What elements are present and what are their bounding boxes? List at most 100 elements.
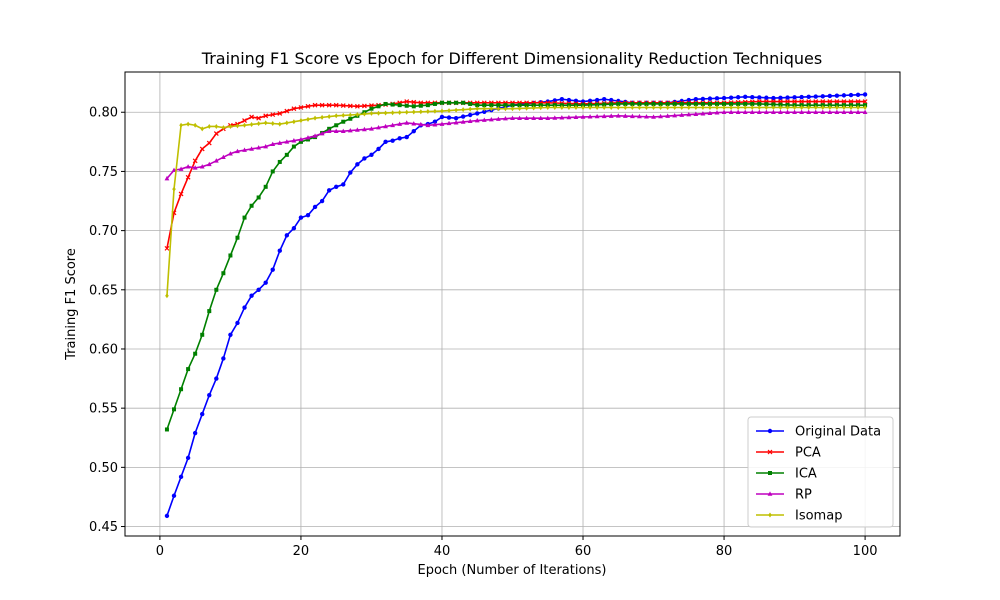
data-point-original-data bbox=[475, 111, 480, 116]
data-point-isomap bbox=[433, 108, 437, 114]
data-point-ica bbox=[778, 102, 783, 107]
data-point-ica bbox=[609, 102, 614, 107]
legend-label: RP bbox=[795, 488, 812, 503]
data-point-ica bbox=[665, 101, 670, 106]
data-point-pca bbox=[333, 102, 339, 108]
data-point-rp bbox=[347, 127, 353, 133]
x-tick-label: 100 bbox=[853, 544, 878, 559]
data-point-pca bbox=[298, 105, 304, 110]
data-point-original-data bbox=[298, 215, 304, 220]
y-tick-label: 0.80 bbox=[89, 106, 118, 121]
data-point-pca bbox=[827, 99, 833, 105]
data-point-ica bbox=[207, 309, 212, 314]
data-point-rp bbox=[531, 115, 537, 120]
data-point-original-data bbox=[834, 93, 840, 98]
y-tick-label: 0.55 bbox=[89, 402, 118, 417]
data-point-original-data bbox=[757, 95, 762, 100]
data-point-rp bbox=[707, 110, 713, 115]
data-point-original-data bbox=[235, 320, 240, 326]
data-point-rp bbox=[792, 109, 797, 115]
data-point-ica bbox=[658, 101, 663, 106]
data-point-original-data bbox=[813, 94, 818, 99]
data-point-ica bbox=[277, 159, 282, 164]
data-point-original-data bbox=[334, 184, 339, 190]
series-line-isomap bbox=[166, 106, 866, 296]
data-point-rp bbox=[573, 114, 579, 120]
data-point-rp bbox=[474, 117, 480, 123]
data-point-rp bbox=[615, 113, 621, 118]
y-tick-label: 0.60 bbox=[89, 342, 118, 357]
data-point-pca bbox=[256, 115, 262, 121]
data-point-isomap bbox=[503, 106, 508, 112]
data-point-ica bbox=[644, 101, 649, 106]
data-point-isomap bbox=[637, 105, 642, 111]
data-point-isomap bbox=[651, 105, 656, 111]
legend-item-isomap: Isomap bbox=[756, 509, 842, 524]
data-point-original-data bbox=[192, 430, 198, 436]
data-point-rp bbox=[439, 121, 445, 126]
data-point-ica bbox=[447, 100, 452, 105]
data-point-original-data bbox=[714, 96, 720, 101]
data-point-ica bbox=[588, 102, 593, 107]
data-point-original-data bbox=[214, 376, 219, 381]
data-point-isomap bbox=[835, 105, 839, 111]
data-point-rp bbox=[580, 114, 586, 119]
data-point-isomap bbox=[369, 110, 374, 116]
data-point-rp bbox=[467, 118, 473, 124]
data-point-original-data bbox=[376, 146, 381, 152]
data-point-rp bbox=[728, 109, 734, 115]
legend-item-original-data: Original Data bbox=[756, 425, 881, 440]
data-point-rp bbox=[213, 158, 219, 163]
data-point-isomap bbox=[235, 123, 240, 129]
data-point-rp bbox=[679, 112, 685, 117]
data-point-rp bbox=[524, 115, 530, 120]
data-point-isomap bbox=[694, 105, 698, 111]
data-point-rp bbox=[390, 122, 396, 128]
x-axis-label: Epoch (Number of Iterations) bbox=[417, 563, 606, 578]
data-point-rp bbox=[425, 122, 431, 128]
data-point-isomap bbox=[172, 186, 176, 192]
data-point-isomap bbox=[327, 114, 331, 120]
data-point-ica bbox=[341, 119, 346, 124]
data-point-rp bbox=[333, 128, 339, 133]
data-point-original-data bbox=[277, 248, 282, 253]
data-point-original-data bbox=[178, 474, 184, 480]
data-point-isomap bbox=[165, 293, 169, 299]
data-point-pca bbox=[361, 103, 367, 109]
data-point-ica bbox=[764, 102, 769, 107]
data-point-isomap bbox=[383, 110, 388, 116]
data-point-rp bbox=[453, 120, 459, 125]
data-point-ica bbox=[771, 102, 776, 107]
data-point-isomap bbox=[263, 120, 268, 126]
data-point-rp bbox=[763, 109, 769, 115]
data-point-pca bbox=[806, 99, 812, 105]
data-point-isomap bbox=[595, 105, 599, 111]
data-point-rp bbox=[242, 147, 247, 152]
data-point-ica bbox=[221, 271, 226, 276]
data-point-isomap bbox=[341, 112, 346, 118]
data-point-isomap bbox=[440, 108, 444, 114]
data-point-original-data bbox=[242, 305, 247, 310]
data-point-ica bbox=[432, 101, 437, 106]
data-point-ica bbox=[729, 101, 734, 106]
data-point-isomap bbox=[299, 118, 303, 124]
data-point-ica bbox=[164, 427, 169, 432]
data-point-original-data bbox=[806, 94, 811, 100]
data-point-isomap bbox=[616, 105, 621, 111]
data-point-isomap bbox=[743, 105, 748, 111]
data-point-rp bbox=[171, 167, 177, 173]
data-point-ica bbox=[602, 102, 607, 107]
data-point-isomap bbox=[207, 123, 212, 129]
data-point-rp bbox=[178, 166, 184, 171]
data-point-pca bbox=[862, 99, 868, 105]
data-point-isomap bbox=[842, 105, 846, 111]
data-point-rp bbox=[545, 115, 551, 120]
data-point-isomap bbox=[708, 105, 712, 111]
data-point-isomap bbox=[292, 119, 296, 125]
data-point-isomap bbox=[524, 105, 529, 111]
data-point-ica bbox=[270, 169, 275, 174]
data-point-rp bbox=[340, 128, 346, 133]
x-tick-label: 60 bbox=[575, 544, 592, 559]
data-point-pca bbox=[270, 112, 276, 118]
